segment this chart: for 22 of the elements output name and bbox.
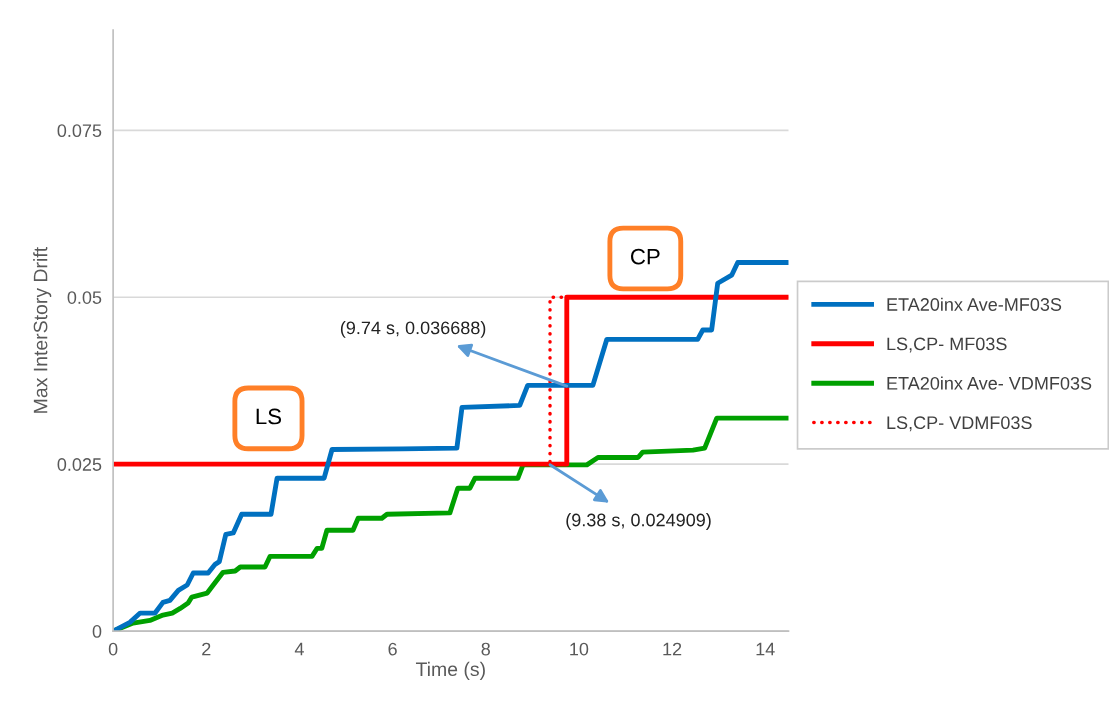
x-tick-label: 0 [108, 642, 118, 656]
legend-label: LS,CP- VDMF03S [887, 416, 1032, 432]
x-tick-label: 8 [481, 642, 490, 656]
legend-label: ETA20inx Ave- VDMF03S [887, 376, 1092, 390]
y-tick-label: 0.025 [57, 458, 102, 471]
y-tick-label: 0.075 [57, 124, 102, 138]
y-tick-label: 0.05 [67, 291, 102, 304]
x-tick-label: 4 [294, 642, 304, 656]
x-tick-label: 14 [756, 642, 775, 656]
x-tick-label: 10 [570, 642, 589, 656]
annotation: CP [631, 248, 660, 265]
y-axis-title: Max InterStory Drift [33, 247, 52, 413]
legend-label: ETA20inx Ave-MF03S [887, 297, 1062, 311]
x-tick-label: 2 [202, 642, 211, 656]
annotation: LS [256, 408, 282, 425]
x-tick-label: 6 [388, 642, 397, 656]
legend-label: LS,CP- MF03S [887, 337, 1007, 353]
x-tick-label: 12 [663, 642, 682, 656]
x-axis-title: Time (s) [415, 661, 485, 680]
annotation: (9.38 s, 0.024909) [566, 513, 711, 530]
annotation: (9.74 s, 0.036688) [340, 320, 486, 338]
y-tick-label: 0 [92, 625, 102, 638]
